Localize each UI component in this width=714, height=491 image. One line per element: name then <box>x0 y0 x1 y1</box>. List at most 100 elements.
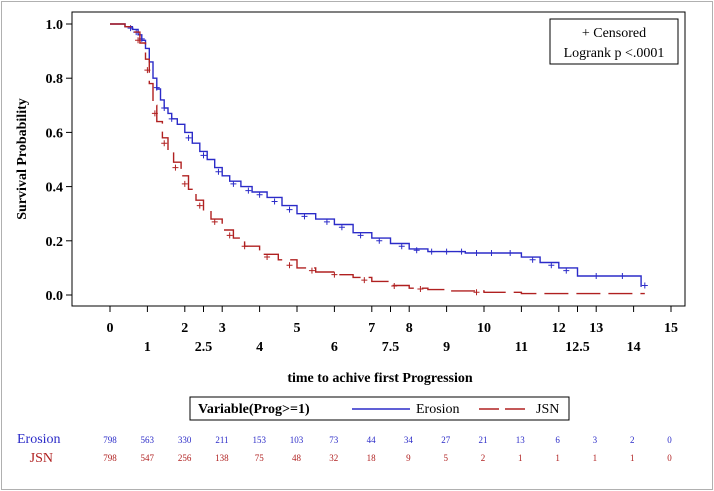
at-risk-value-erosion: 44 <box>367 435 377 445</box>
at-risk-value-erosion: 798 <box>103 435 117 445</box>
inset-censored-label: + Censored <box>582 26 646 41</box>
x-tick-label: 7.5 <box>382 340 400 355</box>
at-risk-label-erosion: Erosion <box>17 432 61 447</box>
censor-mark-jsn <box>241 243 248 250</box>
at-risk-value-erosion: 27 <box>441 435 451 445</box>
at-risk-value-erosion: 0 <box>667 435 672 445</box>
series-line-jsn <box>110 23 645 295</box>
censor-mark-erosion <box>200 152 207 159</box>
censor-mark-jsn <box>417 286 424 293</box>
inset-logrank-label: Logrank p <.0001 <box>564 46 665 61</box>
censor-mark-erosion <box>563 267 570 274</box>
censor-mark-jsn <box>196 202 203 209</box>
y-tick-label: 0.8 <box>46 72 64 87</box>
at-risk-value-erosion: 103 <box>290 435 304 445</box>
x-tick-label: 9 <box>443 340 450 355</box>
censor-mark-erosion <box>153 84 160 91</box>
x-tick-label: 12.5 <box>565 340 590 355</box>
x-tick-label: 5 <box>294 321 301 336</box>
censor-mark-erosion <box>215 168 222 175</box>
x-tick-label: 2.5 <box>195 340 213 355</box>
censor-mark-jsn <box>264 254 271 261</box>
censor-mark-erosion <box>168 115 175 122</box>
at-risk-value-jsn: 256 <box>178 453 192 463</box>
censor-mark-jsn <box>473 289 480 296</box>
at-risk-label-jsn: JSN <box>30 451 53 466</box>
x-tick-label: 4 <box>256 340 263 355</box>
censor-mark-erosion <box>413 247 420 254</box>
at-risk-value-erosion: 2 <box>630 435 635 445</box>
censor-mark-jsn <box>135 37 142 44</box>
at-risk-value-jsn: 1 <box>518 453 523 463</box>
at-risk-value-erosion: 13 <box>516 435 526 445</box>
plot-frame <box>71 11 686 307</box>
censor-mark-erosion <box>245 187 252 194</box>
inset-box <box>549 18 679 65</box>
at-risk-value-jsn: 798 <box>103 453 117 463</box>
x-tick-label: 12 <box>552 321 566 336</box>
censor-mark-erosion <box>443 248 450 255</box>
censor-mark-jsn <box>181 180 188 187</box>
legend-label-jsn: JSN <box>536 402 559 417</box>
censor-mark-erosion <box>323 218 330 225</box>
censor-mark-erosion <box>271 198 278 205</box>
x-tick-label: 13 <box>589 321 603 336</box>
censor-mark-jsn <box>286 262 293 269</box>
censor-mark-jsn <box>226 232 233 239</box>
x-tick-label: 8 <box>406 321 413 336</box>
censor-mark-erosion <box>593 273 600 280</box>
at-risk-value-jsn: 75 <box>255 453 265 463</box>
x-tick-label: 15 <box>664 321 678 336</box>
x-tick-label: 0 <box>107 321 114 336</box>
censor-mark-erosion <box>473 249 480 256</box>
at-risk-value-erosion: 330 <box>178 435 192 445</box>
censor-mark-erosion <box>488 249 495 256</box>
y-tick-label: 1.0 <box>46 18 64 33</box>
censor-mark-erosion <box>185 134 192 141</box>
censor-mark-erosion <box>507 249 514 256</box>
at-risk-value-jsn: 48 <box>292 453 302 463</box>
at-risk-value-jsn: 5 <box>443 453 448 463</box>
x-tick-label: 14 <box>627 340 641 355</box>
y-axis-label: Survival Probability <box>15 98 30 219</box>
at-risk-value-jsn: 1 <box>593 453 598 463</box>
censor-mark-erosion <box>256 191 263 198</box>
x-axis-label: time to achive first Progression <box>287 371 473 386</box>
censor-mark-erosion <box>548 262 555 269</box>
censor-mark-erosion <box>357 232 364 239</box>
censor-mark-jsn <box>308 267 315 274</box>
censor-mark-jsn <box>172 164 179 171</box>
x-tick-label: 10 <box>477 321 491 336</box>
x-tick-label: 3 <box>219 321 226 336</box>
at-risk-value-jsn: 0 <box>667 453 672 463</box>
at-risk-value-jsn: 32 <box>329 453 338 463</box>
at-risk-value-erosion: 6 <box>555 435 560 445</box>
censor-mark-erosion <box>641 282 648 289</box>
y-tick-label: 0.4 <box>46 181 64 196</box>
x-tick-label: 11 <box>515 340 528 355</box>
censor-mark-erosion <box>286 206 293 213</box>
at-risk-value-erosion: 34 <box>404 435 414 445</box>
legend-title: Variable(Prog>=1) <box>198 402 310 417</box>
censor-mark-erosion <box>301 213 308 220</box>
censor-mark-jsn <box>391 283 398 290</box>
censor-mark-erosion <box>619 273 626 280</box>
at-risk-value-jsn: 18 <box>367 453 377 463</box>
legend-label-erosion: Erosion <box>416 402 460 417</box>
at-risk-value-erosion: 211 <box>215 435 228 445</box>
at-risk-value-erosion: 3 <box>593 435 598 445</box>
censor-mark-jsn <box>144 67 151 74</box>
censor-mark-jsn <box>331 271 338 278</box>
censor-mark-erosion <box>376 237 383 244</box>
censor-mark-jsn <box>151 110 158 117</box>
censor-mark-erosion <box>428 248 435 255</box>
x-tick-label: 1 <box>144 340 151 355</box>
at-risk-value-erosion: 563 <box>141 435 155 445</box>
at-risk-value-jsn: 138 <box>215 453 229 463</box>
at-risk-value-jsn: 1 <box>630 453 635 463</box>
x-tick-label: 7 <box>368 321 375 336</box>
censor-mark-erosion <box>161 105 168 112</box>
censor-mark-jsn <box>161 140 168 147</box>
censor-mark-erosion <box>458 248 465 255</box>
